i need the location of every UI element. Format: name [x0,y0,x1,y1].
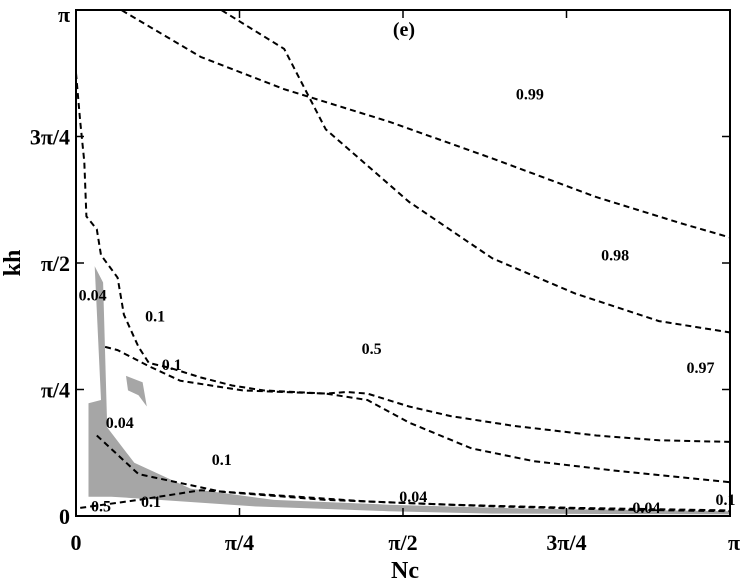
contour-label: 0.04 [79,288,107,305]
x-tick-label: π/2 [388,530,417,555]
x-tick-label: π [728,530,740,555]
x-tick-label: 0 [71,530,82,555]
contour-label: 0.1 [145,309,165,326]
contour-line-0-99 [121,9,730,239]
contour-label: 0.97 [687,360,715,377]
plot-frame [75,9,731,517]
x-tick-label: 3π/4 [546,530,586,555]
y-tick-label: π [58,2,70,27]
contour-labels: 0.99 0.98 0.97 0.5 0.1 0.1 0.04 0.04 0.1 0.5 0.1 0.… [79,86,736,517]
contour-label: 0.1 [212,452,232,469]
contour-line-0-98 [221,9,730,334]
y-tick-label: 3π/4 [30,124,70,149]
contour-label: 0.1 [162,357,182,374]
contour-label: 0.5 [362,341,382,358]
contour-label: 0.98 [601,247,629,264]
contour-label: 0.04 [106,415,134,432]
contour-label: 0.04 [399,489,427,506]
y-tick-label: π/4 [41,377,70,402]
contour-line-0-5 [104,345,730,484]
contour-label: 0.99 [516,86,544,103]
contour-label: 0.1 [716,492,736,509]
contour-label: 0.1 [141,494,161,511]
shaded-regions [88,266,730,515]
shaded-region-1 [126,375,147,407]
contour-line-0-97 [75,73,730,443]
x-axis-title: Nc [391,558,419,582]
y-tick-label: 0 [59,504,70,529]
panel-label: (e) [393,19,415,41]
axis-ticks: 0 π/4 π/2 3π/4 π 0 π/4 π/2 3π/4 π [30,2,740,555]
contour-label: 0.04 [632,500,660,517]
contour-lines [75,9,730,513]
x-tick-label: π/4 [225,530,254,555]
contour-line-0-1 [80,489,730,513]
shaded-region-0 [88,266,730,515]
y-axis-title: kh [0,250,26,277]
contour-label: 0.5 [91,499,111,516]
y-tick-label: π/2 [41,251,70,276]
